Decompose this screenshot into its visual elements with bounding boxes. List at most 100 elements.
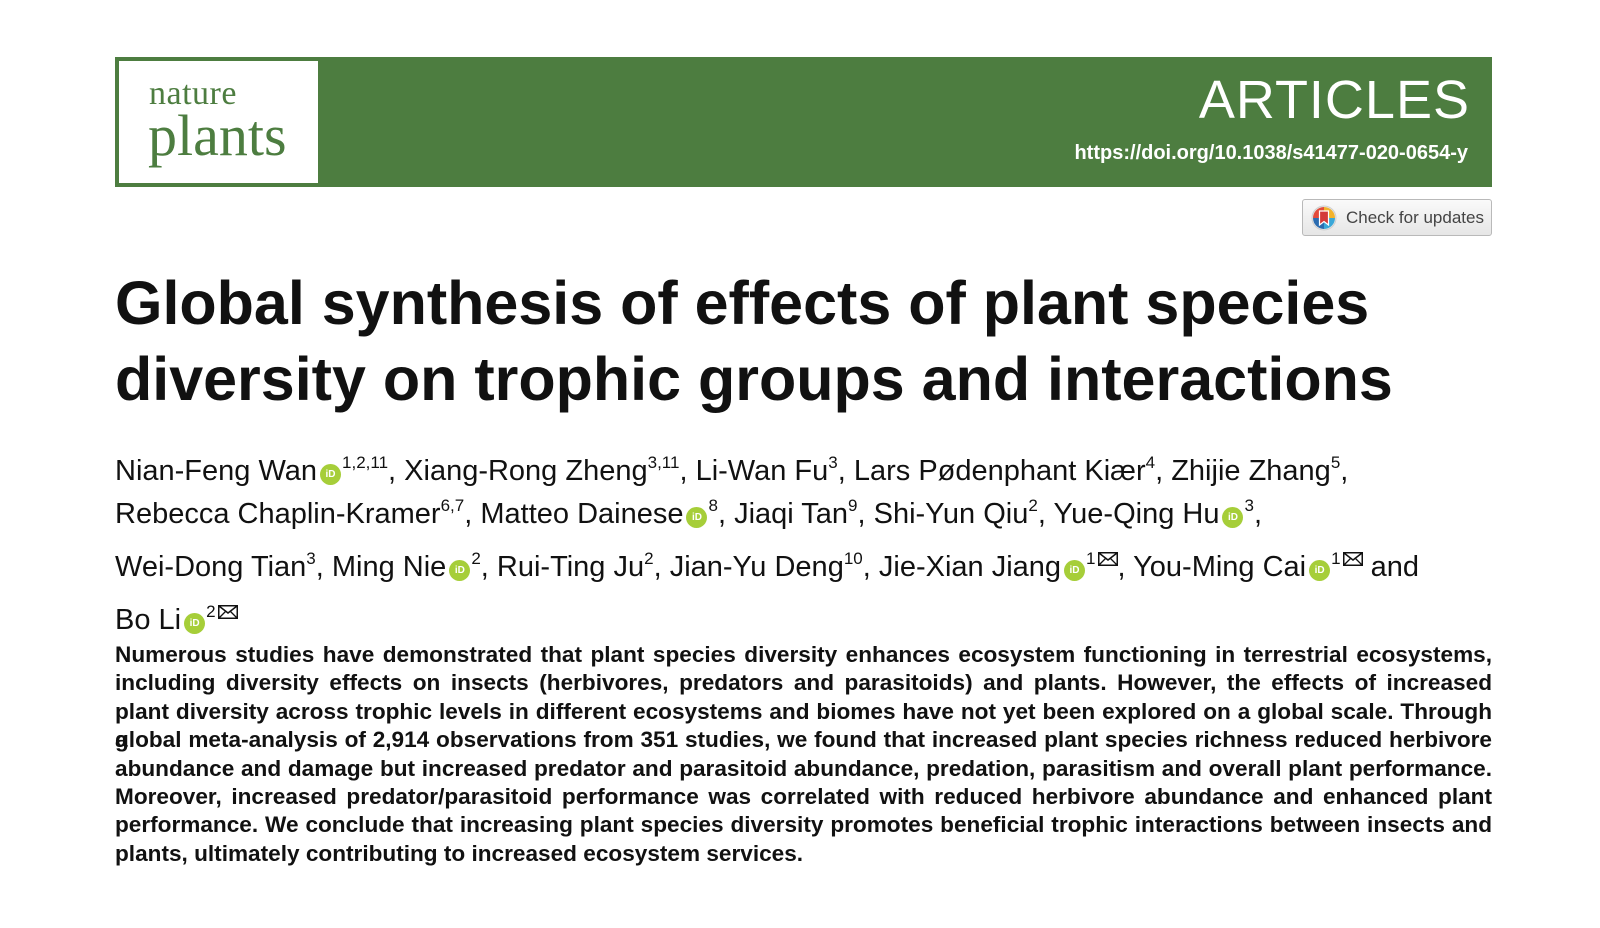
abstract-line: plants, ultimately contributing to incre… [115,840,804,866]
author: Jiaqi Tan9, [734,496,874,530]
orcid-icon[interactable]: iD [1222,507,1244,528]
author-name[interactable]: Nian-Feng Wan [115,455,318,487]
abstract-line: performance. We conclude that increasing… [115,812,1492,838]
author: Wei-Dong Tian3, [115,549,332,583]
author-name[interactable]: Li-Wan Fu [695,455,829,487]
author-separator: , [717,498,735,530]
author-line: Nian-Feng Wan iD1,2,11, Xiang-Rong Zheng3… [115,450,1500,493]
author-separator: , [1340,455,1349,487]
abstract: Numerous studies have demonstrated that … [115,641,1492,868]
author-name[interactable]: Matteo Dainese [480,498,684,530]
author-affiliation: 2 [471,549,481,568]
journal-logo-name-bottom: plants [148,103,287,168]
abstract-line: Moreover, increased predator/parasitoid … [115,783,1492,809]
author-name[interactable]: Jiaqi Tan [734,498,849,530]
author: Rebecca Chaplin-Kramer6,7, [115,496,481,530]
author-separator: , [1253,498,1263,530]
mail-icon[interactable] [1097,536,1118,579]
author: Rui-Ting Ju2, [496,549,670,583]
author: Lars Pødenphant Kiær4, [853,453,1172,487]
journal-logo[interactable]: nature plants [117,59,320,185]
check-for-updates-label: Check for updates [1346,207,1484,227]
abstract-line: global meta-analysis of 2,914 observatio… [115,727,1492,753]
author-affiliation: 1 [1086,549,1096,568]
article-title: Global synthesis of effects of plant spe… [115,265,1495,417]
check-for-updates-button[interactable]: Check for updates [1302,199,1492,236]
author-separator: and [1362,551,1420,583]
abstract-line: Numerous studies have demonstrated that … [115,642,1492,667]
journal-banner: nature plants ARTICLES https://doi.org/1… [115,57,1492,187]
orcid-icon[interactable]: iD [1064,560,1086,581]
author-separator: , [862,551,879,583]
author-affiliation: 1 [1331,549,1341,568]
author-separator: , [1117,551,1134,583]
abstract-line: abundance and damage but increased preda… [115,755,1492,781]
author: Jian-Yu Deng10, [669,549,879,583]
author-affiliation: 2 [1028,496,1038,515]
article-title-line: Global synthesis of effects of plant spe… [115,269,1370,337]
author-affiliation: 3 [828,453,838,472]
orcid-icon[interactable]: iD [449,560,471,581]
author-separator: , [653,551,670,583]
author-name[interactable]: Yue-Qing Hu [1053,498,1220,530]
author: Nian-Feng Wan iD1,2,11, [115,453,405,487]
author-affiliation: 2 [644,549,654,568]
author-affiliation: 6,7 [440,496,465,515]
author-separator: , [315,551,332,583]
author-separator: , [857,498,874,530]
mail-icon[interactable] [217,589,238,632]
author-line: Wei-Dong Tian3, Ming Nie iD2, Rui-Ting Ju… [115,536,1500,589]
author-affiliation: 3 [306,549,316,568]
author: Bo Li iD2 [115,602,238,636]
author-name[interactable]: Xiang-Rong Zheng [404,455,648,487]
author-name[interactable]: Rebecca Chaplin-Kramer [115,498,441,530]
author-affiliation: 3,11 [647,453,680,472]
author-name[interactable]: Jian-Yu Deng [669,551,844,583]
orcid-icon[interactable]: iD [184,613,206,634]
author-line: Rebecca Chaplin-Kramer6,7, Matteo Daines… [115,493,1500,536]
author-name[interactable]: Zhijie Zhang [1171,455,1331,487]
author-name[interactable]: Jie-Xian Jiang [878,551,1062,583]
author: Jie-Xian Jiang iD1, [878,549,1134,583]
author-affiliation: 8 [708,496,718,515]
author-name[interactable]: Ming Nie [331,551,447,583]
author: Li-Wan Fu3, [695,453,854,487]
journal-logo-name-top: nature [149,75,237,112]
author-separator: , [464,498,481,530]
author-line: Bo Li iD2 [115,589,1500,642]
author: Matteo Dainese iD8, [480,496,735,530]
section-label: ARTICLES [1198,70,1470,130]
abstract-line: plant diversity across trophic levels in… [115,698,1492,753]
author-separator: , [1155,455,1172,487]
author-separator: , [837,455,854,487]
orcid-icon[interactable]: iD [686,507,708,528]
author-name[interactable]: You-Ming Cai [1133,551,1307,583]
author: Xiang-Rong Zheng3,11, [404,453,695,487]
orcid-icon[interactable]: iD [1309,560,1331,581]
author-name[interactable]: Wei-Dong Tian [115,551,307,583]
author-affiliation: 10 [843,549,863,568]
abstract-line: including diversity effects on insects (… [115,670,1492,696]
author-name[interactable]: Rui-Ting Ju [496,551,645,583]
author-name[interactable]: Lars Pødenphant Kiær [853,455,1146,487]
author-affiliation: 1,2,11 [342,453,389,472]
mail-icon[interactable] [1342,536,1363,579]
author-affiliation: 9 [848,496,858,515]
orcid-icon[interactable]: iD [320,464,342,485]
author: Zhijie Zhang5, [1171,453,1349,487]
author: You-Ming Cai iD1 and [1133,549,1420,583]
author-name[interactable]: Bo Li [115,604,182,636]
author: Ming Nie iD2, [331,549,497,583]
doi-link[interactable]: https://doi.org/10.1038/s41477-020-0654-… [1074,142,1468,164]
article-title-line: diversity on trophic groups and interact… [115,345,1393,413]
author-affiliation: 3 [1244,496,1254,515]
author-separator: , [1037,498,1054,530]
author-separator: , [480,551,497,583]
author: Yue-Qing Hu iD3, [1053,496,1263,530]
author-affiliation: 4 [1145,453,1156,472]
author-name[interactable]: Shi-Yun Qiu [873,498,1029,530]
author-affiliation: 2 [206,602,216,621]
crossmark-icon [1311,205,1337,231]
author-affiliation: 5 [1330,453,1341,472]
author-separator: , [388,455,405,487]
